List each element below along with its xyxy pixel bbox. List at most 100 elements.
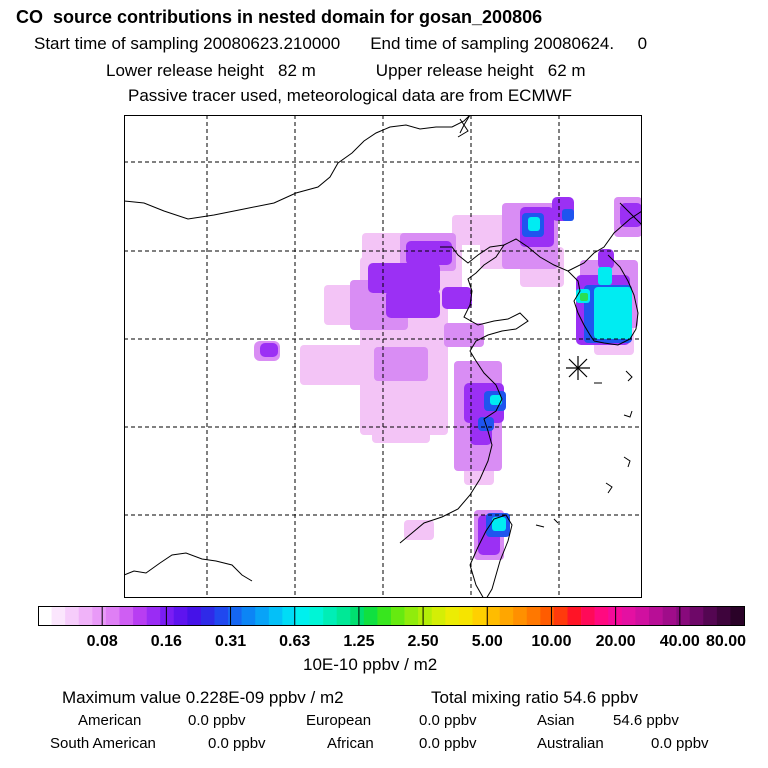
plume-region bbox=[404, 520, 434, 540]
colorbar-cell bbox=[621, 606, 636, 626]
colorbar-cell bbox=[241, 606, 256, 626]
plume-cyan bbox=[490, 217, 632, 531]
colorbar-cell bbox=[499, 606, 514, 626]
colorbar-cell bbox=[486, 606, 500, 626]
plume-peak bbox=[580, 293, 588, 301]
sampling-time-line: Start time of sampling 20080623.210000 En… bbox=[34, 35, 647, 52]
island-outline bbox=[625, 370, 633, 382]
region-value: 0.0 ppbv bbox=[188, 712, 246, 729]
region-value: 0.0 ppbv bbox=[651, 735, 709, 752]
colorbar-cell bbox=[268, 606, 283, 626]
mongolia-border bbox=[124, 115, 471, 220]
colorbar-cell bbox=[458, 606, 473, 626]
plot-title: CO source contributions in nested domain… bbox=[16, 7, 543, 27]
colorbar-cell bbox=[133, 606, 147, 626]
colorbar-tick-label: 0.31 bbox=[215, 633, 246, 650]
colorbar-cell bbox=[92, 606, 107, 626]
colorbar-cell bbox=[703, 606, 718, 626]
colorbar-cell bbox=[309, 606, 324, 626]
summary-panel: Maximum value 0.228E-09 ppbv / m2 Total … bbox=[50, 688, 709, 752]
colorbar-cell bbox=[553, 606, 568, 626]
colorbar-cell bbox=[200, 606, 215, 626]
colorbar-labels: 0.000.080.160.310.631.252.505.0010.0020.… bbox=[87, 606, 746, 650]
region-name: African bbox=[327, 735, 374, 752]
plume-region bbox=[598, 267, 612, 285]
colorbar-cell bbox=[146, 606, 161, 626]
plume-region bbox=[442, 287, 472, 309]
colorbar-cell bbox=[635, 606, 650, 626]
plume-region bbox=[562, 209, 574, 221]
colorbar-tick-label: 0.63 bbox=[279, 633, 310, 650]
region-value: 0.0 ppbv bbox=[419, 712, 477, 729]
region-name: Asian bbox=[537, 712, 575, 729]
korea-north-border bbox=[567, 210, 642, 272]
region-value: 0.0 ppbv bbox=[419, 735, 477, 752]
region-name: South American bbox=[50, 735, 156, 752]
colorbar-cell bbox=[445, 606, 460, 626]
colorbar-cell bbox=[323, 606, 337, 626]
colorbar-cell bbox=[377, 606, 392, 626]
plume-region bbox=[528, 217, 540, 231]
colorbar-cell bbox=[689, 606, 704, 626]
coast-segment bbox=[619, 202, 642, 226]
plume-region bbox=[368, 263, 440, 293]
source-contribution-map bbox=[124, 115, 642, 598]
colorbar-cell bbox=[581, 606, 595, 626]
receptor-marker bbox=[566, 356, 590, 380]
colorbar-cell bbox=[228, 606, 242, 626]
island-outline bbox=[535, 524, 545, 528]
colorbar-cell bbox=[214, 606, 229, 626]
colorbar-cell bbox=[730, 606, 745, 626]
colorbar-units: 10E-10 ppbv / m2 bbox=[303, 655, 438, 674]
colorbar-cell bbox=[716, 606, 731, 626]
colorbar-cell bbox=[295, 606, 310, 626]
vietnam-border bbox=[124, 552, 253, 582]
korea-east-coast bbox=[593, 254, 639, 346]
colorbar-cell bbox=[173, 606, 188, 626]
korea-west-coast bbox=[503, 238, 595, 342]
colorbar-cell bbox=[38, 606, 52, 626]
gridlines bbox=[124, 115, 642, 598]
colorbar-cell bbox=[431, 606, 446, 626]
plume-region bbox=[452, 215, 492, 245]
taiwan-outline bbox=[469, 514, 513, 598]
colorbar-cell bbox=[51, 606, 66, 626]
plume-region bbox=[594, 287, 632, 339]
plume-region bbox=[260, 343, 278, 357]
colorbar-cell bbox=[594, 606, 609, 626]
plume-region bbox=[444, 323, 484, 347]
total-mixing-text: Total mixing ratio 54.6 ppbv bbox=[431, 688, 638, 707]
colorbar-tick-label: 20.00 bbox=[596, 633, 636, 650]
colorbar-cell bbox=[350, 606, 365, 626]
max-value-text: Maximum value 0.228E-09 ppbv / m2 bbox=[62, 688, 344, 707]
colorbar-tick-label: 0.16 bbox=[151, 633, 182, 650]
colorbar-tick-label: 80.00 bbox=[706, 633, 746, 650]
region-value: 54.6 ppbv bbox=[613, 712, 679, 729]
colorbar-tick-label: 40.00 bbox=[660, 633, 700, 650]
colorbar-tick-label: 1.25 bbox=[343, 633, 374, 650]
colorbar-cell bbox=[391, 606, 405, 626]
colorbar-cell bbox=[119, 606, 134, 626]
colorbar-cell bbox=[472, 606, 487, 626]
colorbar-cell bbox=[65, 606, 80, 626]
colorbar-cell bbox=[418, 606, 433, 626]
china-coastline bbox=[399, 244, 529, 544]
island-outline bbox=[623, 456, 631, 468]
colorbar-cells bbox=[38, 606, 745, 626]
island-outline bbox=[605, 482, 613, 494]
colorbar-cell bbox=[78, 606, 93, 626]
colorbar-cell bbox=[404, 606, 419, 626]
colorbar: 0.000.080.160.310.631.252.505.0010.0020.… bbox=[38, 606, 746, 650]
border-segment bbox=[457, 118, 469, 138]
colorbar-cell bbox=[540, 606, 555, 626]
map-frame bbox=[124, 115, 642, 598]
region-value: 0.0 ppbv bbox=[208, 735, 266, 752]
colorbar-cell bbox=[513, 606, 528, 626]
colorbar-cell bbox=[567, 606, 582, 626]
start-time-label: Start time of sampling 20080623.210000 bbox=[34, 34, 341, 53]
colorbar-cell bbox=[648, 606, 663, 626]
colorbar-tick-label: 0.08 bbox=[87, 633, 118, 650]
colorbar-frame bbox=[38, 606, 745, 626]
coastlines bbox=[124, 115, 642, 598]
plume-field bbox=[254, 197, 642, 560]
